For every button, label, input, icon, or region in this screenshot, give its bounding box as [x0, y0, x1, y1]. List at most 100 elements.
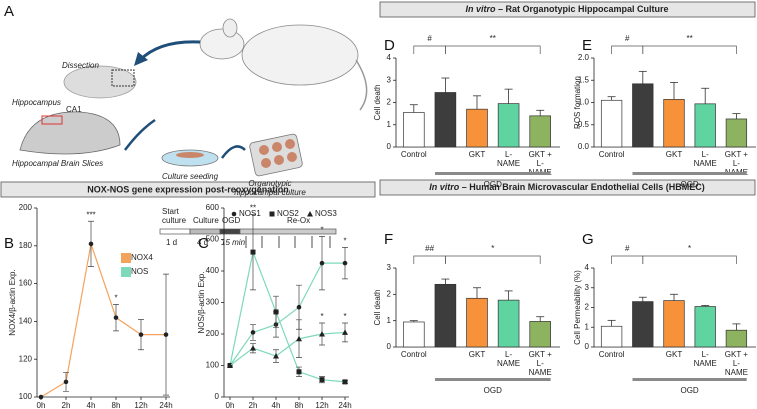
marker [227, 362, 233, 368]
bar [694, 103, 716, 148]
bracket [445, 45, 541, 54]
y-tick-label: 1.5 [578, 75, 590, 84]
rat-body [241, 24, 359, 86]
significance: * [688, 244, 691, 253]
x-tick-label: GKT [468, 350, 486, 359]
x-tick-label: 12h [134, 401, 147, 409]
bar [632, 83, 654, 148]
label: Hippocampal Brain Slices [12, 159, 103, 168]
significance: # [625, 244, 630, 253]
well [285, 139, 295, 149]
bar [529, 321, 551, 348]
y-tick-label: 2 [387, 289, 392, 298]
y-tick-label: 4 [585, 263, 590, 272]
x-label-box: L-NAME [497, 350, 520, 368]
legend-label: NOX4 [131, 253, 153, 262]
label: 1 d [166, 238, 177, 247]
group-bar [632, 172, 747, 175]
well [272, 142, 282, 152]
bar [694, 306, 716, 348]
x-tick-label: Control [598, 150, 625, 159]
label: 15 min [221, 238, 246, 247]
x-tick-label: Control [400, 350, 427, 359]
bar [497, 103, 520, 148]
banner-box [0, 181, 376, 198]
well [261, 158, 271, 168]
y-tick-label: 3 [387, 75, 392, 84]
marker [342, 260, 348, 266]
timeline-segment [159, 228, 191, 235]
label: Dissection [62, 61, 99, 70]
y-tick-label: 1 [585, 322, 590, 331]
label: Organotypic [248, 179, 291, 188]
bracket [642, 45, 737, 54]
bar [632, 301, 654, 348]
y-tick-label: 0 [387, 342, 392, 351]
ca1-box [41, 115, 63, 125]
marker [163, 332, 169, 337]
marker [342, 329, 348, 335]
y-tick-label: 500 [206, 235, 220, 244]
y-axis-title: Cell death [373, 84, 382, 120]
banner-italic: In vitro [465, 4, 496, 14]
y-tick-label: 0 [215, 392, 220, 401]
legend-marker [231, 211, 237, 217]
bar [600, 99, 623, 148]
x-tick-label: L-NAME [497, 150, 521, 168]
bracket [445, 255, 541, 264]
bracket [642, 255, 737, 264]
x-label-box: GKT + L-NAME [529, 350, 552, 377]
x-tick-label: 8h [112, 401, 121, 409]
x-label-box: GKT [666, 150, 682, 159]
y-tick-label: 600 [206, 203, 220, 212]
bar [403, 112, 425, 148]
panel-label: F [384, 231, 393, 248]
bar [663, 300, 685, 348]
marker [63, 379, 69, 385]
x-tick-label: L-NAME [693, 150, 717, 168]
group-label: OGD [680, 180, 698, 189]
bracket [611, 255, 644, 264]
x-tick-label: 0h [226, 401, 235, 409]
bracket [413, 45, 446, 54]
x-tick-label: 4h [87, 401, 96, 409]
y-tick-label: 400 [206, 266, 220, 275]
y-tick-label: 0.5 [578, 120, 590, 129]
group-bar [434, 172, 551, 175]
marker [342, 379, 348, 385]
x-label-box: GKT [469, 150, 485, 159]
group-label: OGD [484, 386, 502, 395]
bar [725, 118, 748, 148]
bracket [413, 255, 446, 264]
banner-title: NOX-NOS gene expression post-reoxygenati… [87, 184, 289, 194]
significance: # [427, 34, 432, 43]
y-tick-label: 2 [585, 303, 590, 312]
label: hippocampal culture [234, 188, 306, 197]
panel-label: B [4, 235, 14, 252]
banner-title: In vitro – Rat Organotypic Hippocampal C… [465, 4, 668, 14]
significance: * [343, 312, 346, 321]
arrow [138, 40, 201, 62]
y-tick-label: 0 [387, 142, 392, 151]
legend-swatch [121, 267, 131, 277]
series-line [229, 249, 346, 383]
x-label-box: L-NAME [693, 150, 717, 168]
bar [497, 299, 520, 348]
well [287, 152, 297, 162]
arrow [220, 145, 246, 159]
legend-label: NOS1 [239, 209, 261, 218]
y-tick-label: 100 [19, 392, 33, 401]
x-label-box: Control [598, 150, 625, 159]
timepoint-arrows [245, 236, 331, 248]
x-tick-label: 2h [249, 401, 258, 409]
x-label-box: L-NAME [694, 350, 717, 368]
bar [600, 325, 623, 348]
bar [663, 99, 685, 148]
x-tick-label: 4h [272, 401, 281, 409]
timeline-segment [219, 228, 241, 235]
rat-ear [222, 18, 238, 38]
x-label-box: GKT [468, 350, 486, 359]
x-tick-label: 24h [338, 401, 351, 409]
bar [529, 115, 551, 148]
panel-label: A [4, 3, 14, 20]
